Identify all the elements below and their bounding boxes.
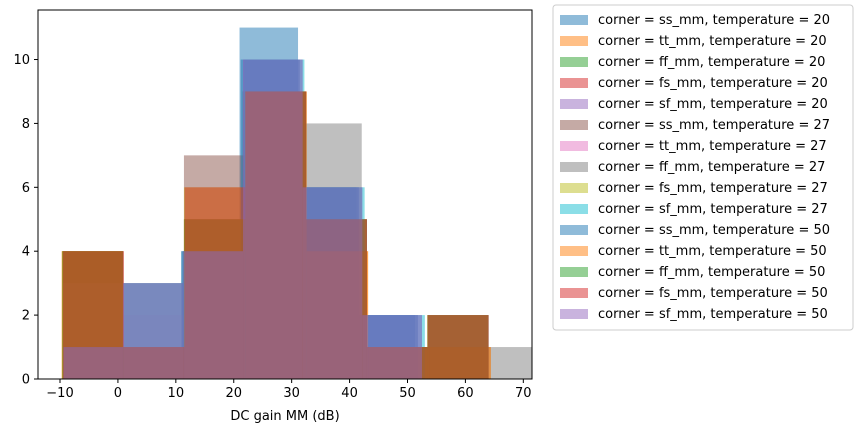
y-tick-label: 8 [22, 117, 30, 132]
y-tick-label: 4 [22, 245, 30, 260]
x-tick-label: 20 [225, 386, 242, 401]
legend-swatch-5 [560, 120, 588, 130]
legend-label-14: corner = sf_mm, temperature = 50 [598, 307, 828, 322]
legend-label-13: corner = fs_mm, temperature = 50 [598, 286, 828, 301]
legend-swatch-12 [560, 267, 588, 277]
legend-swatch-0 [560, 15, 588, 25]
legend-swatch-8 [560, 183, 588, 193]
legend-swatch-9 [560, 204, 588, 214]
bar-series-14-bin-5 [362, 315, 422, 379]
legend-swatch-2 [560, 57, 588, 67]
legend-label-10: corner = ss_mm, temperature = 50 [598, 223, 830, 238]
legend-label-4: corner = sf_mm, temperature = 20 [598, 97, 828, 112]
legend-label-8: corner = fs_mm, temperature = 27 [598, 181, 828, 196]
bar-series-14-bin-3 [243, 59, 303, 379]
y-tick-label: 6 [22, 181, 30, 196]
legend-label-7: corner = ff_mm, temperature = 27 [598, 160, 825, 175]
x-axis-title: DC gain MM (dB) [230, 409, 339, 424]
legend-swatch-13 [560, 288, 588, 298]
histogram-bars [61, 27, 532, 379]
legend-swatch-1 [560, 36, 588, 46]
y-tick-label: 10 [13, 53, 30, 68]
plot-frame [37, 9, 533, 380]
legend-swatch-14 [560, 309, 588, 319]
legend-label-11: corner = tt_mm, temperature = 50 [598, 244, 827, 259]
x-tick-label: 70 [515, 386, 532, 401]
legend-label-9: corner = sf_mm, temperature = 27 [598, 202, 828, 217]
legend-label-6: corner = tt_mm, temperature = 27 [598, 139, 827, 154]
legend-label-2: corner = ff_mm, temperature = 20 [598, 55, 825, 70]
x-tick-label: 60 [457, 386, 474, 401]
legend-label-0: corner = ss_mm, temperature = 20 [598, 13, 830, 28]
x-axis: −10 0 10 20 30 40 50 60 70 [46, 379, 532, 401]
x-tick-label: 50 [399, 386, 416, 401]
legend-swatch-3 [560, 78, 588, 88]
x-tick-label: 0 [114, 386, 122, 401]
legend: corner = ss_mm, temperature = 20 corner =… [552, 4, 854, 331]
bar-series-14-bin-0 [63, 347, 124, 379]
y-axis: 0 2 4 6 8 10 [13, 53, 38, 388]
legend-swatch-11 [560, 246, 588, 256]
bar-series-13-bin-6 [427, 315, 489, 379]
y-tick-label: 0 [22, 373, 30, 388]
legend-label-5: corner = ss_mm, temperature = 27 [598, 118, 830, 133]
legend-swatch-6 [560, 141, 588, 151]
x-tick-label: 10 [168, 386, 185, 401]
x-tick-label: 30 [283, 386, 300, 401]
x-tick-label: 40 [341, 386, 358, 401]
x-tick-label: −10 [46, 386, 73, 401]
legend-label-1: corner = tt_mm, temperature = 20 [598, 34, 827, 49]
legend-label-3: corner = fs_mm, temperature = 20 [598, 76, 828, 91]
legend-swatch-4 [560, 99, 588, 109]
y-tick-label: 2 [22, 309, 30, 324]
bar-series-14-bin-4 [302, 187, 363, 379]
legend-box [552, 4, 854, 331]
legend-swatch-10 [560, 225, 588, 235]
legend-label-12: corner = ff_mm, temperature = 50 [598, 265, 825, 280]
legend-swatch-7 [560, 162, 588, 172]
bar-series-14-bin-2 [183, 251, 244, 379]
bar-series-14-bin-1 [123, 283, 184, 379]
